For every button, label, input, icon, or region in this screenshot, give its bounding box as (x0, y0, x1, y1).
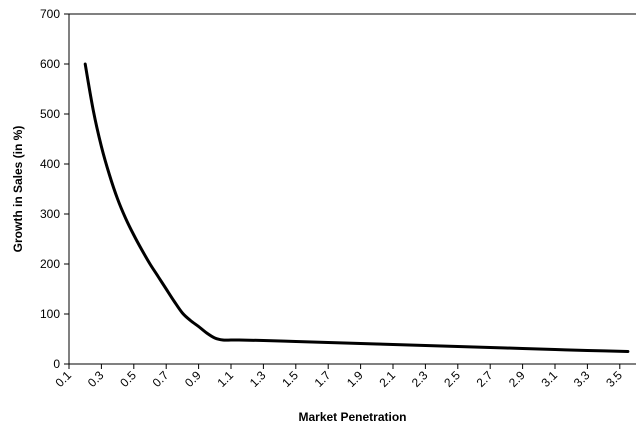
y-tick-label: 0 (53, 357, 60, 371)
y-tick-label: 400 (40, 157, 60, 171)
x-tick-label: 2.5 (441, 368, 463, 390)
y-tick-label: 100 (40, 307, 60, 321)
x-tick-label: 0.9 (182, 368, 204, 390)
series-line (83, 62, 630, 353)
y-tick-label: 600 (40, 57, 60, 71)
series-layer (83, 62, 630, 353)
x-tick-label: 3.1 (538, 368, 560, 390)
x-tick-label: 0.7 (150, 368, 172, 390)
x-tick-label: 1.7 (312, 368, 334, 390)
x-tick-label: 3.5 (603, 368, 625, 390)
y-tick-label: 700 (40, 7, 60, 21)
y-tick-label: 300 (40, 207, 60, 221)
x-axis-title: Market Penetration (298, 410, 406, 424)
x-tick-label: 2.9 (506, 368, 528, 390)
y-tick-label: 200 (40, 257, 60, 271)
x-tick-label: 1.5 (279, 368, 301, 390)
y-axis-ticks: 0 100 200 300 400 500 600 700 (40, 7, 69, 371)
x-tick-label: 2.7 (474, 368, 496, 390)
x-tick-label: 1.3 (247, 368, 269, 390)
x-tick-label: 0.3 (85, 368, 107, 390)
y-tick-label: 500 (40, 107, 60, 121)
x-tick-label: 0.5 (117, 368, 139, 390)
x-tick-label: 3.3 (571, 368, 593, 390)
y-axis-title: Growth in Sales (in %) (11, 126, 25, 253)
x-tick-label: 1.9 (344, 368, 366, 390)
x-axis-ticks: 0.1 0.3 0.5 0.7 0.9 1.1 1.3 1.5 1.7 1.9 2.1 2.3 2.5 2… (52, 364, 625, 390)
x-tick-label: 2.3 (409, 368, 431, 390)
x-tick-label: 1.1 (214, 368, 236, 390)
x-tick-label: 0.1 (52, 368, 74, 390)
x-tick-label: 2.1 (376, 368, 398, 390)
